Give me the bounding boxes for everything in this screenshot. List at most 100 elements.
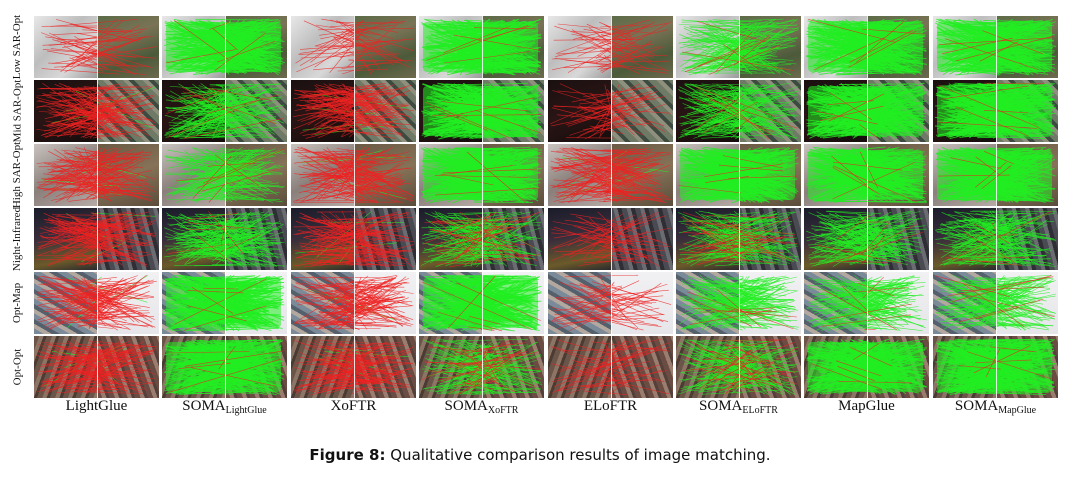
match-line [300,95,398,111]
match-line [48,36,153,46]
match-line [84,160,134,188]
match-line [182,164,281,197]
match-line [312,172,372,184]
match-line [215,155,260,187]
match-line [438,149,490,169]
matching-result-image [933,144,1058,206]
match-line [210,83,279,87]
match-line [433,119,511,123]
match-line [807,157,875,195]
match-line [858,148,903,181]
match-line [451,211,523,229]
match-line [216,150,259,156]
image-divider [96,80,98,142]
match-line [992,167,1055,188]
match-line [83,96,118,102]
match-line [207,247,275,265]
match-line [715,118,760,127]
match-line [425,102,511,139]
image-divider [353,16,355,78]
match-line [827,48,872,71]
match-line [701,118,748,129]
match-line [693,107,742,126]
match-line [723,44,759,70]
match-line [842,93,891,129]
match-line [722,155,783,169]
row-label-text: High SAR-Opt [11,141,23,209]
match-line [199,44,274,69]
image-divider [224,208,226,270]
match-line [318,90,387,112]
match-line [817,46,899,74]
matching-result-image [34,208,159,270]
match-line [581,193,620,202]
match-line [339,251,358,266]
match-line [181,87,236,94]
match-line [319,24,395,36]
match-line [578,37,648,69]
match-line [303,172,372,180]
match-line [48,147,118,195]
match-line [340,96,379,137]
match-line [571,87,641,103]
match-line [74,155,107,158]
image-divider [481,16,483,78]
match-line [936,26,1005,72]
match-line [56,19,135,42]
match-line [75,147,111,156]
match-line [342,85,387,125]
match-line [321,18,399,33]
match-line [430,223,522,232]
match-line [701,87,768,101]
match-line [705,176,750,183]
match-line [317,110,370,117]
match-line [690,171,753,180]
match-line [68,159,155,188]
match-line [557,90,655,101]
match-line [53,92,153,121]
match-line [88,212,128,249]
match-line [815,152,879,188]
match-line [721,97,769,140]
match-line [179,256,244,258]
image-divider [866,16,868,78]
match-line [859,124,878,138]
matching-result-image [804,144,929,206]
match-line [184,98,280,109]
match-line [341,119,381,138]
match-line [474,158,492,200]
match-line [211,38,229,49]
match-line [469,71,528,74]
match-lines [36,211,157,267]
match-line [191,170,233,203]
match-line [211,263,241,265]
match-line [343,160,400,203]
match-line [983,151,1014,165]
match-line [425,97,530,116]
match-line [67,24,140,67]
match-line [594,158,662,173]
matching-result-image [676,16,801,78]
match-line [78,170,152,186]
match-line [320,30,363,40]
match-line [816,31,901,38]
match-line [557,49,627,55]
match-line [959,131,1015,138]
match-line [350,191,389,196]
match-line [306,219,384,238]
match-line [709,173,765,203]
match-line [690,21,780,28]
match-line [75,220,108,237]
match-line [463,47,542,59]
match-line [965,146,1012,172]
match-line [715,31,753,72]
match-line [163,227,266,267]
match-line [691,92,767,99]
image-divider [224,16,226,78]
match-line [709,99,798,129]
match-line [478,35,541,48]
match-line [168,25,252,63]
match-line [590,125,624,134]
match-line [440,179,518,189]
